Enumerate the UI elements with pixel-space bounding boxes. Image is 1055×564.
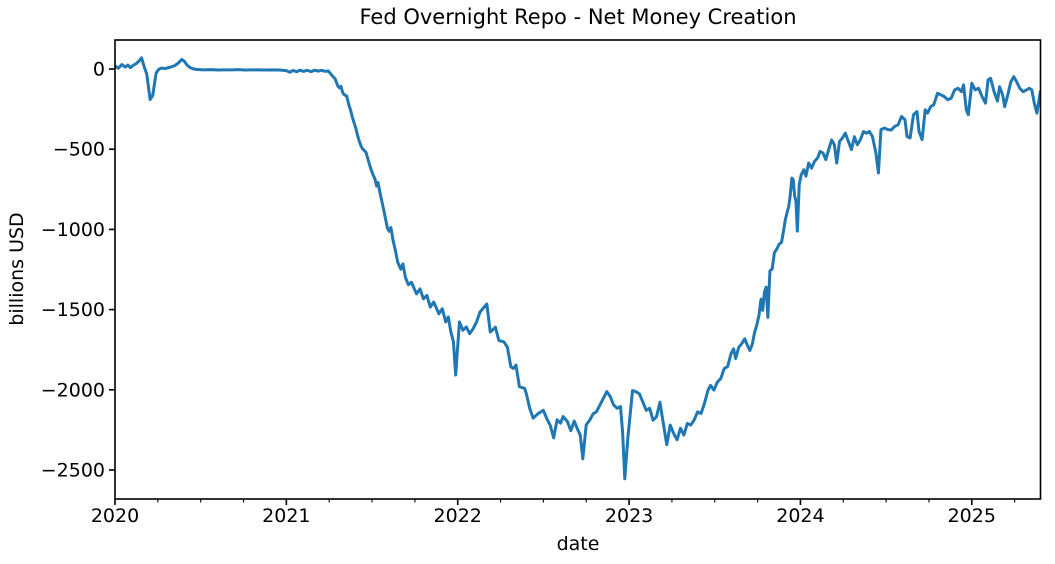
x-tick-label: 2024: [776, 505, 824, 527]
y-tick-label: −1000: [41, 219, 105, 241]
plot-border: [114, 39, 1042, 500]
x-tick-label: 2023: [605, 505, 653, 527]
y-tick-label: −1500: [41, 299, 105, 321]
x-axis-label: date: [556, 533, 600, 555]
x-tick-label: 2020: [91, 505, 139, 527]
x-tick-label: 2025: [948, 505, 996, 527]
chart-title: Fed Overnight Repo - Net Money Creation: [359, 5, 797, 29]
x-tick-label: 2022: [434, 505, 482, 527]
y-tick-label: −2500: [41, 459, 105, 481]
data-line: [115, 56, 1041, 481]
y-tick-label: −2000: [41, 379, 105, 401]
x-tick-label: 2021: [262, 505, 310, 527]
y-tick-label: −500: [53, 139, 105, 161]
y-tick-label: 0: [93, 59, 105, 81]
